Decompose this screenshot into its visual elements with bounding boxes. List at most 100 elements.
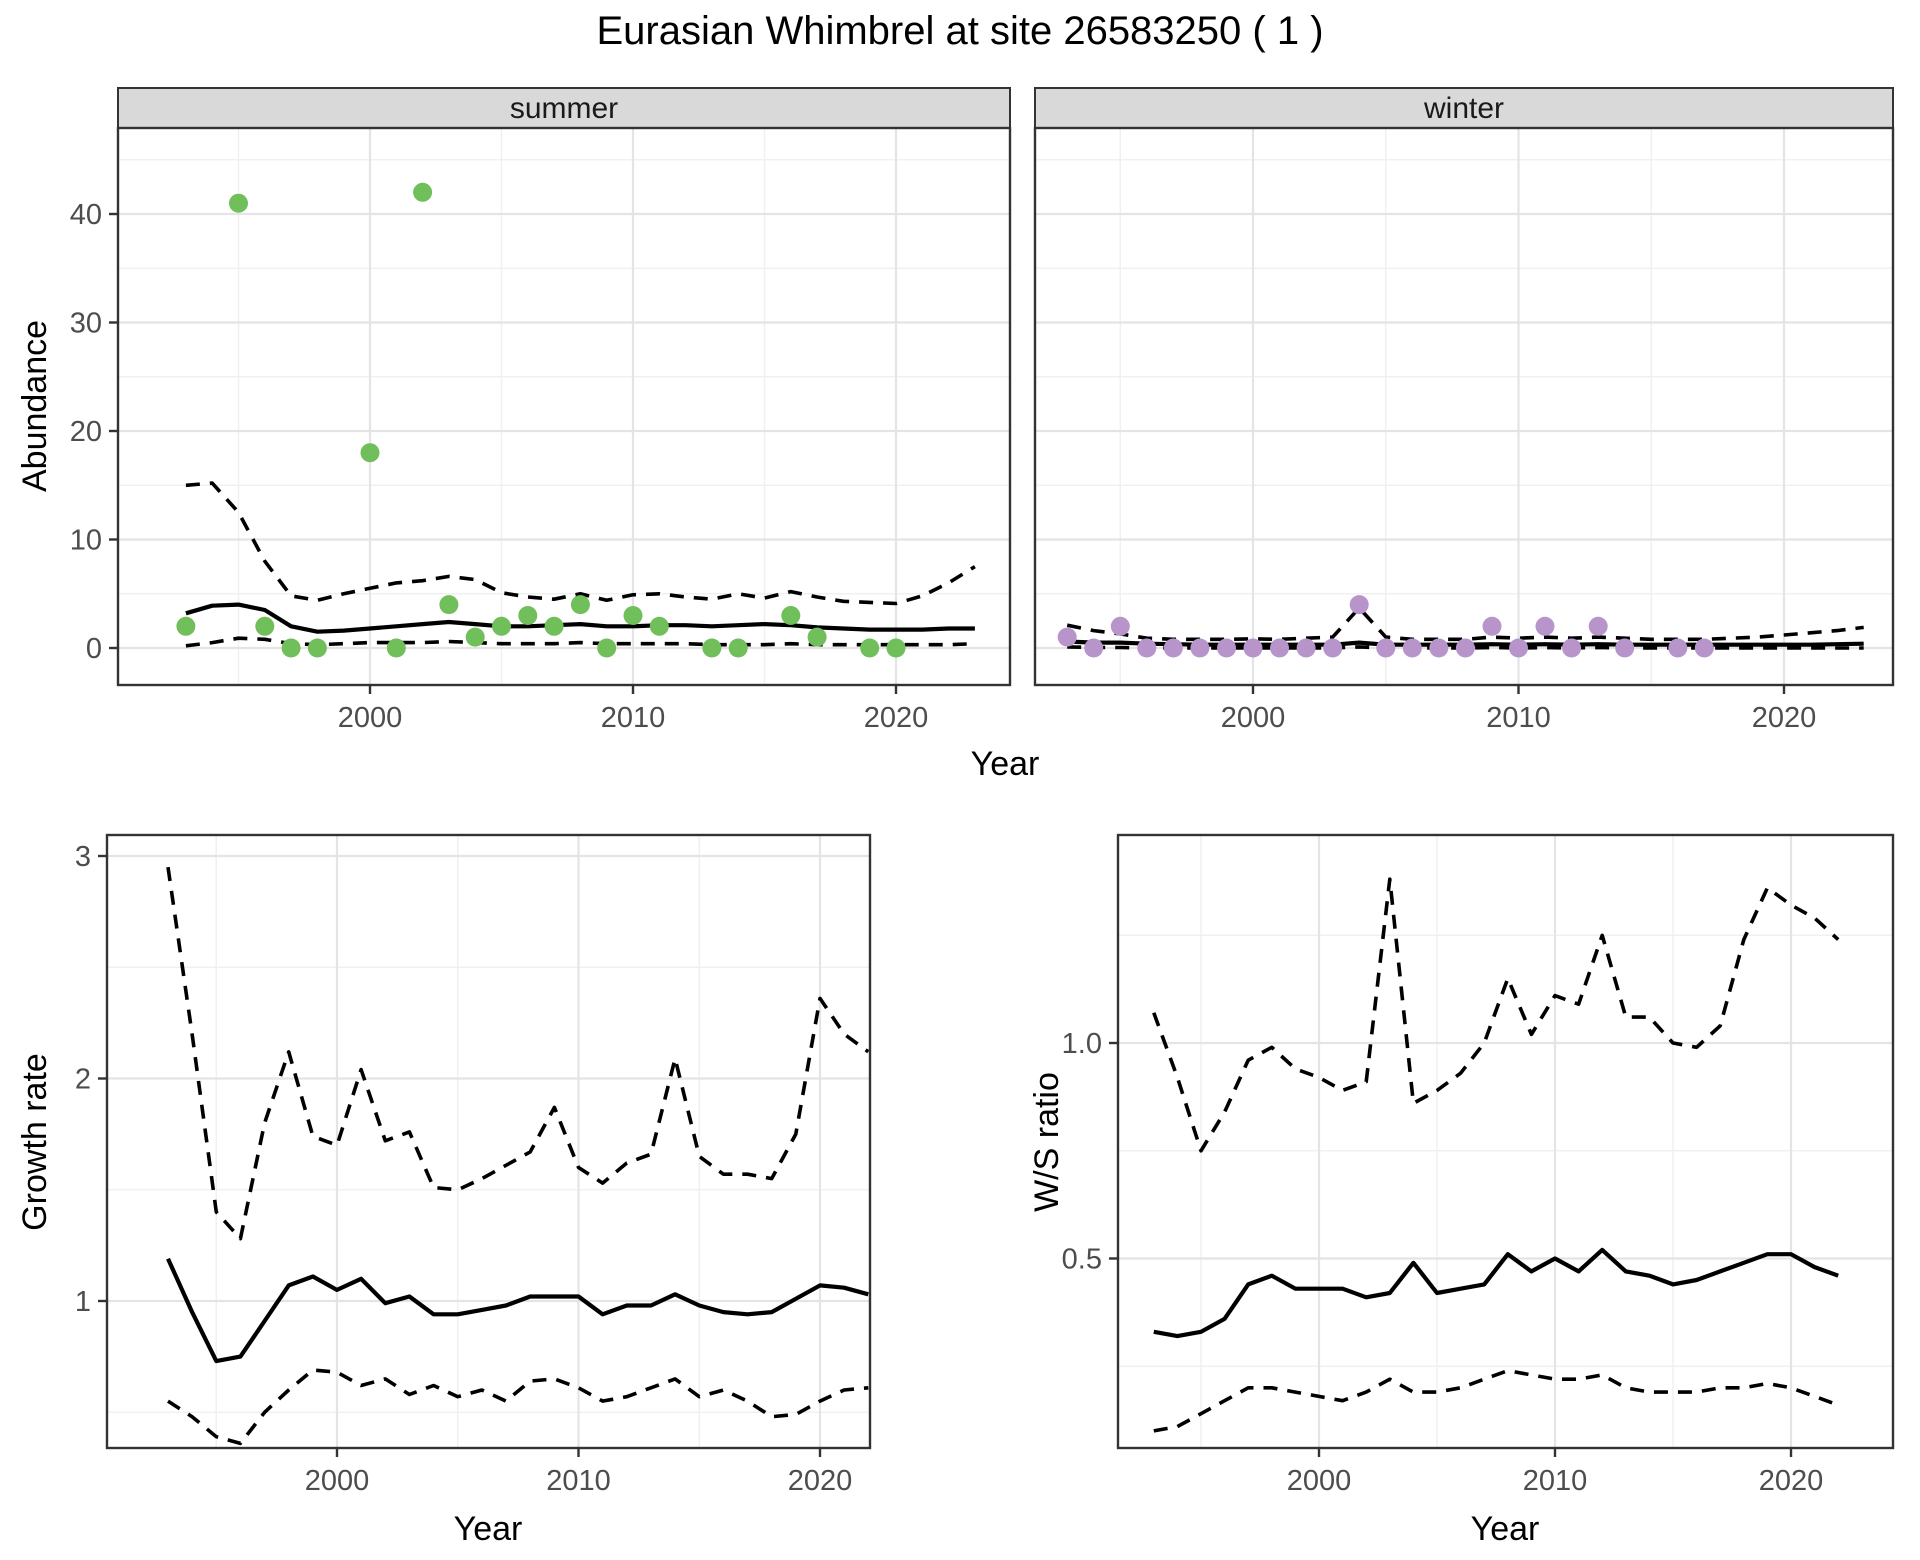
data-point xyxy=(1694,638,1714,658)
lower_95ci-line xyxy=(167,1368,869,1446)
data-point xyxy=(1668,638,1688,658)
data-point xyxy=(1588,616,1608,636)
data-point xyxy=(1163,638,1183,658)
data-point xyxy=(544,616,564,636)
y-axis-tick-label: 0.5 xyxy=(1062,1244,1102,1276)
upper_95ci-line xyxy=(1152,877,1840,1153)
x-axis-tick-label: 2010 xyxy=(546,1465,611,1497)
median-line xyxy=(1153,1247,1839,1339)
data-point xyxy=(413,182,433,202)
data-point xyxy=(649,616,669,636)
panel-background xyxy=(118,128,1010,685)
y-axis-tick-label: 30 xyxy=(70,308,102,340)
data-point xyxy=(1243,638,1263,658)
panel-border xyxy=(1033,126,1895,687)
data-point xyxy=(1323,638,1343,658)
x-axis-tick-label: 2010 xyxy=(1486,702,1551,734)
upper_95ci-line xyxy=(166,866,870,1241)
facet-strip-summer-label: summer xyxy=(510,92,618,125)
panel-border xyxy=(116,126,1012,687)
data-point xyxy=(860,638,880,658)
median-line xyxy=(185,602,975,634)
data-point xyxy=(1562,638,1582,658)
facet-strip-winter: winter xyxy=(1034,87,1894,129)
y-axis-tick-label: 1.0 xyxy=(1062,1028,1102,1060)
panel-background xyxy=(1035,128,1893,685)
x-axis-tick-label: 2000 xyxy=(305,1465,370,1497)
data-point xyxy=(439,595,459,615)
data-point xyxy=(1376,638,1396,658)
data-point xyxy=(386,638,406,658)
panel-ws-ratio: 2000 2010 2020 0.5 1.0 xyxy=(1062,833,1895,1497)
ws-ratio-axis-title: W/S ratio xyxy=(1028,1072,1066,1212)
data-point xyxy=(1349,595,1369,615)
data-point xyxy=(281,638,301,658)
x-axis-tick-label: 2020 xyxy=(864,702,929,734)
data-point xyxy=(1482,616,1502,636)
y-axis-tick-label: 3 xyxy=(75,841,91,873)
data-point xyxy=(307,638,327,658)
data-point xyxy=(255,616,275,636)
data-point xyxy=(807,627,827,647)
x-axis-tick-label: 2010 xyxy=(1523,1465,1588,1497)
growth-rate-axis-title: Growth rate xyxy=(16,1053,54,1231)
data-point xyxy=(492,616,511,636)
data-point xyxy=(1402,638,1422,658)
panels-group: 2000 2010 2020 0 10 20 30 40 2000 2010 2020 2000 201… xyxy=(70,126,1895,1497)
abundance-axis-title: Abundance xyxy=(16,320,54,492)
x-axis-tick-label: 2020 xyxy=(1759,1465,1824,1497)
upper_95ci-line xyxy=(185,481,976,606)
panel-background xyxy=(107,835,870,1448)
x-axis-tick-label: 2000 xyxy=(1221,702,1286,734)
y-axis-tick-label: 2 xyxy=(75,1064,91,1096)
x-axis-tick-label: 2000 xyxy=(1287,1465,1352,1497)
data-point xyxy=(1217,638,1236,658)
series-lines xyxy=(1152,877,1840,1433)
data-point xyxy=(1110,616,1130,636)
data-point xyxy=(1084,638,1104,658)
y-axis-tick-label: 1 xyxy=(75,1286,91,1318)
top-year-axis-title: Year xyxy=(971,745,1040,783)
x-axis-tick-label: 2020 xyxy=(788,1465,853,1497)
panel-abundance-summer: 2000 2010 2020 0 10 20 30 40 xyxy=(70,126,1012,734)
data-point xyxy=(1535,616,1555,636)
data-point xyxy=(1615,638,1635,658)
data-point xyxy=(702,638,722,658)
x-axis-tick-label: 2020 xyxy=(1752,702,1817,734)
x-axis-tick-label: 2000 xyxy=(338,702,403,734)
series-lines xyxy=(166,866,870,1446)
panel-background xyxy=(1118,835,1893,1448)
figure-title: Eurasian Whimbrel at site 26583250 ( 1 ) xyxy=(596,9,1323,53)
y-axis-tick-label: 0 xyxy=(86,633,102,665)
facet-strip-winter-label: winter xyxy=(1423,92,1504,125)
bottom-right-year-axis-title: Year xyxy=(1471,1510,1540,1548)
data-points xyxy=(176,182,906,658)
data-point xyxy=(1296,638,1316,658)
data-point xyxy=(1190,638,1210,658)
data-point xyxy=(1509,638,1528,658)
facet-strip-summer-background xyxy=(117,87,1011,129)
panel-growth-rate: 2000 2010 2020 1 2 3 xyxy=(75,833,872,1497)
data-point xyxy=(1057,627,1077,647)
lower_95ci-line xyxy=(1153,1368,1839,1433)
y-axis-tick-label: 40 xyxy=(70,199,102,231)
data-point xyxy=(1429,638,1449,658)
median-line xyxy=(166,1257,869,1364)
y-axis-tick-label: 20 xyxy=(70,416,102,448)
data-point xyxy=(1137,638,1157,658)
data-point xyxy=(597,638,617,658)
data-point xyxy=(728,638,748,658)
x-axis-tick-label: 2010 xyxy=(601,702,666,734)
data-point xyxy=(623,606,643,625)
data-point xyxy=(781,606,801,625)
data-point xyxy=(886,638,906,658)
data-point xyxy=(1455,638,1475,658)
facet-strip-winter-background xyxy=(1034,87,1894,129)
data-point xyxy=(518,606,538,625)
data-point xyxy=(570,595,590,615)
data-point xyxy=(1270,638,1289,658)
data-point xyxy=(465,627,485,647)
bottom-left-year-axis-title: Year xyxy=(454,1510,523,1548)
